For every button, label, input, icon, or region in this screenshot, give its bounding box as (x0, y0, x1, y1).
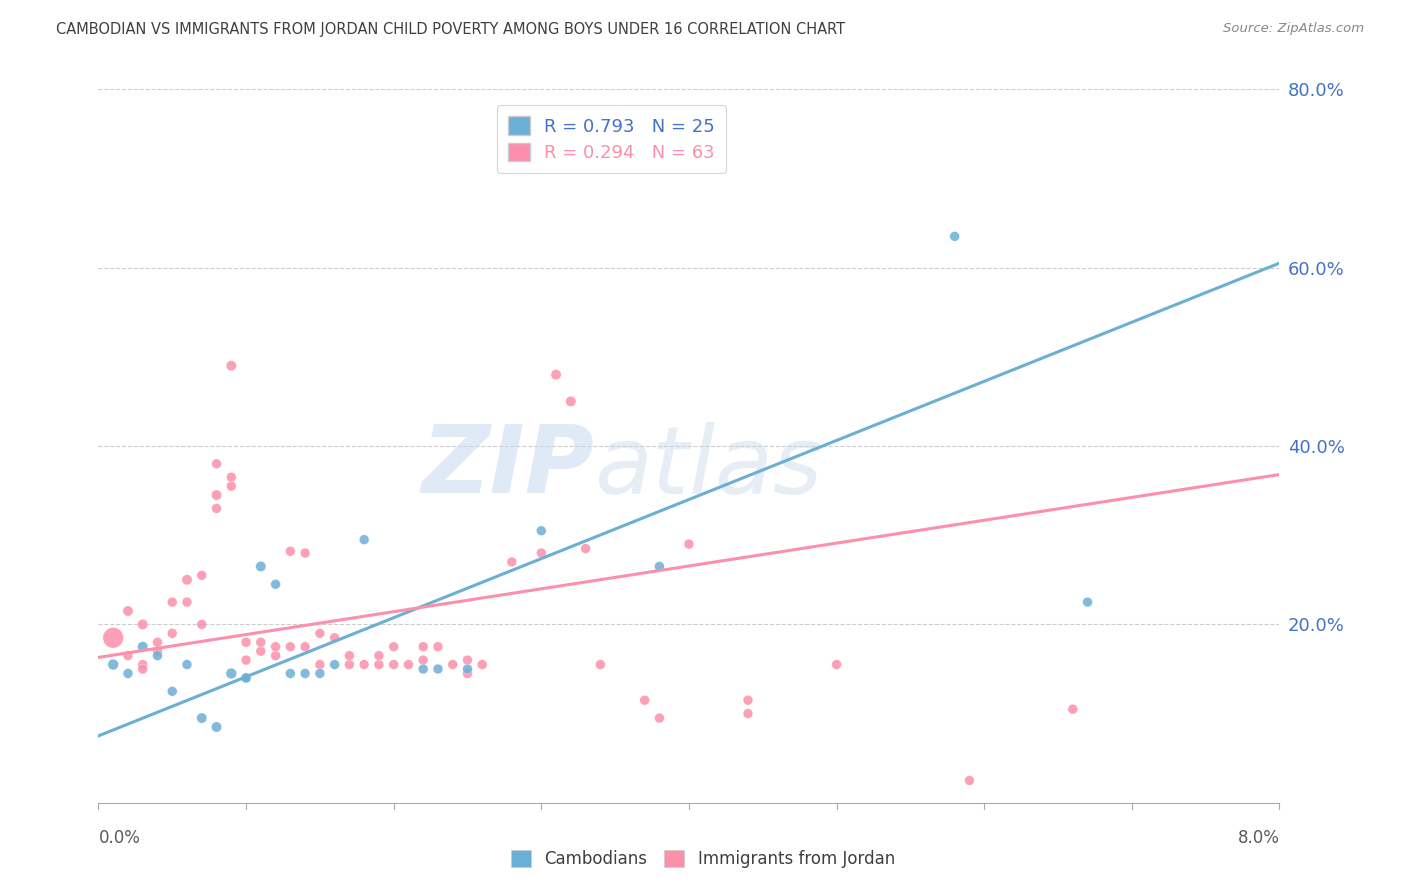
Point (117, 648, 139, 663)
Point (176, 657, 198, 672)
Point (132, 640, 155, 654)
Point (396, 657, 419, 672)
Point (546, 368, 568, 382)
Point (250, 644, 273, 658)
Text: CAMBODIAN VS IMMIGRANTS FROM JORDAN CHILD POVERTY AMONG BOYS UNDER 16 CORRELATIO: CAMBODIAN VS IMMIGRANTS FROM JORDAN CHIL… (56, 22, 845, 37)
Point (943, 229, 966, 244)
Point (501, 555, 523, 569)
Point (132, 662, 155, 676)
Point (1062, 702, 1084, 716)
Point (103, 631, 125, 645)
Point (250, 559, 273, 574)
Point (278, 544, 302, 558)
Text: 0.0%: 0.0% (98, 829, 141, 847)
Point (176, 573, 198, 587)
Point (367, 657, 389, 672)
Point (382, 640, 405, 654)
Point (957, 773, 980, 788)
Point (162, 595, 183, 609)
Point (530, 524, 553, 538)
Text: Source: ZipAtlas.com: Source: ZipAtlas.com (1223, 22, 1364, 36)
Point (146, 644, 169, 658)
Point (456, 666, 478, 681)
Point (471, 657, 494, 672)
Point (426, 662, 449, 676)
Point (205, 501, 228, 516)
Point (235, 671, 257, 685)
Point (294, 640, 316, 654)
Point (337, 657, 360, 672)
Point (117, 604, 139, 618)
Point (353, 657, 375, 672)
Point (337, 648, 360, 663)
Point (737, 706, 759, 721)
Point (191, 617, 214, 632)
Text: atlas: atlas (595, 422, 823, 513)
Point (308, 626, 332, 640)
Point (219, 470, 242, 484)
Text: 8.0%: 8.0% (1237, 829, 1279, 847)
Point (278, 640, 302, 654)
Point (648, 559, 671, 574)
Point (250, 635, 273, 649)
Text: ZIP: ZIP (422, 421, 595, 514)
Point (235, 653, 257, 667)
Point (205, 457, 228, 471)
Point (176, 595, 198, 609)
Point (205, 488, 228, 502)
Point (264, 577, 287, 591)
Point (308, 666, 332, 681)
Point (235, 671, 257, 685)
Point (191, 711, 214, 725)
Point (264, 640, 287, 654)
Point (367, 648, 389, 663)
Point (737, 693, 759, 707)
Point (560, 394, 582, 409)
Legend: R = 0.793   N = 25, R = 0.294   N = 63: R = 0.793 N = 25, R = 0.294 N = 63 (498, 105, 725, 173)
Point (146, 635, 169, 649)
Point (191, 568, 214, 582)
Point (648, 711, 671, 725)
Point (530, 546, 553, 560)
Point (412, 653, 434, 667)
Point (412, 662, 434, 676)
Point (162, 626, 183, 640)
Point (162, 684, 183, 698)
Point (426, 640, 449, 654)
Point (219, 479, 242, 493)
Point (353, 533, 375, 547)
Point (219, 359, 242, 373)
Point (825, 657, 848, 672)
Point (456, 662, 478, 676)
Point (1077, 595, 1099, 609)
Point (205, 720, 228, 734)
Point (456, 653, 478, 667)
Point (323, 657, 346, 672)
Point (294, 546, 316, 560)
Point (132, 617, 155, 632)
Legend: Cambodians, Immigrants from Jordan: Cambodians, Immigrants from Jordan (505, 843, 901, 875)
Point (323, 631, 346, 645)
Point (574, 541, 596, 556)
Point (278, 666, 302, 681)
Point (294, 666, 316, 681)
Point (264, 648, 287, 663)
Point (219, 666, 242, 681)
Point (382, 657, 405, 672)
Point (589, 657, 612, 672)
Point (412, 640, 434, 654)
Point (633, 693, 655, 707)
Point (308, 657, 332, 672)
Point (146, 648, 169, 663)
Point (103, 657, 125, 672)
Point (117, 666, 139, 681)
Point (132, 657, 155, 672)
Point (678, 537, 700, 551)
Point (441, 657, 464, 672)
Point (235, 635, 257, 649)
